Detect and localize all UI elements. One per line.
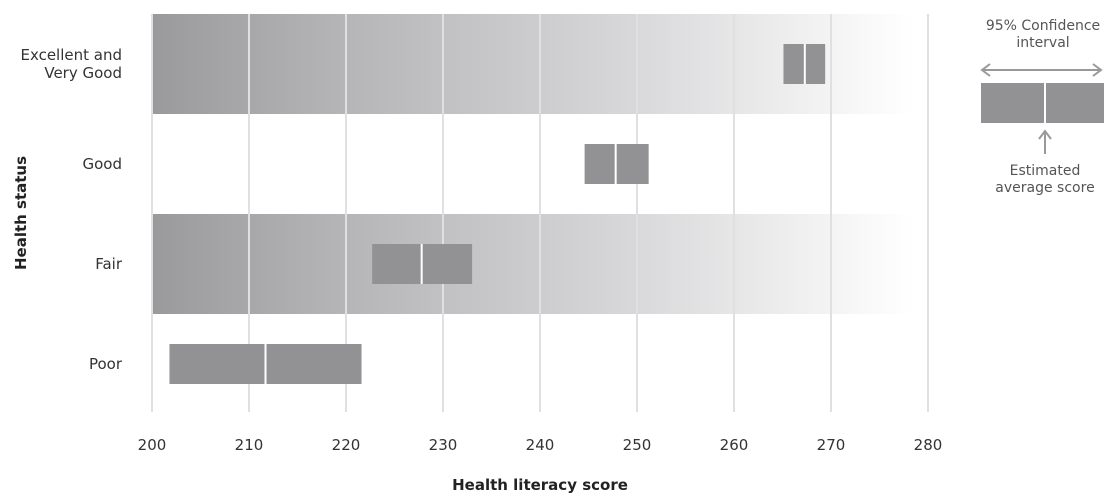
y-axis-title: Health status xyxy=(12,156,30,270)
legend-ci-label: 95% Confidence interval xyxy=(986,18,1100,51)
legend: 95% Confidence interval Estimated average s… xyxy=(980,18,1104,196)
ci-bar xyxy=(372,244,473,284)
legend-estimate-arrow xyxy=(1038,129,1052,154)
x-tick-label: 200 xyxy=(138,436,167,454)
legend-bar-swatch xyxy=(981,83,1104,123)
ci-bar xyxy=(584,144,649,184)
ci-bar xyxy=(169,344,362,384)
category-labels: Excellent and Very Good Good Fair Poor xyxy=(20,46,122,373)
x-tick-label: 210 xyxy=(235,436,264,454)
x-tick-label: 260 xyxy=(720,436,749,454)
x-tick-label: 240 xyxy=(526,436,555,454)
category-label: Excellent and Very Good xyxy=(20,46,122,82)
x-tick-label: 230 xyxy=(429,436,458,454)
category-band xyxy=(152,214,914,314)
x-tick-labels: 200 210 220 230 240 250 260 270 280 xyxy=(138,436,943,454)
x-tick-label: 270 xyxy=(817,436,846,454)
ci-bars xyxy=(169,44,826,384)
category-label: Poor xyxy=(89,355,123,373)
x-tick-label: 220 xyxy=(332,436,361,454)
legend-ci-arrow xyxy=(980,63,1103,77)
x-tick-label: 280 xyxy=(914,436,943,454)
ci-bar xyxy=(783,44,826,84)
legend-estimate-label: Estimated average score xyxy=(995,163,1094,196)
category-label: Good xyxy=(83,155,123,173)
x-axis-title: Health literacy score xyxy=(452,476,628,494)
category-label: Fair xyxy=(95,255,123,273)
x-tick-label: 250 xyxy=(623,436,652,454)
gridlines xyxy=(151,14,929,412)
